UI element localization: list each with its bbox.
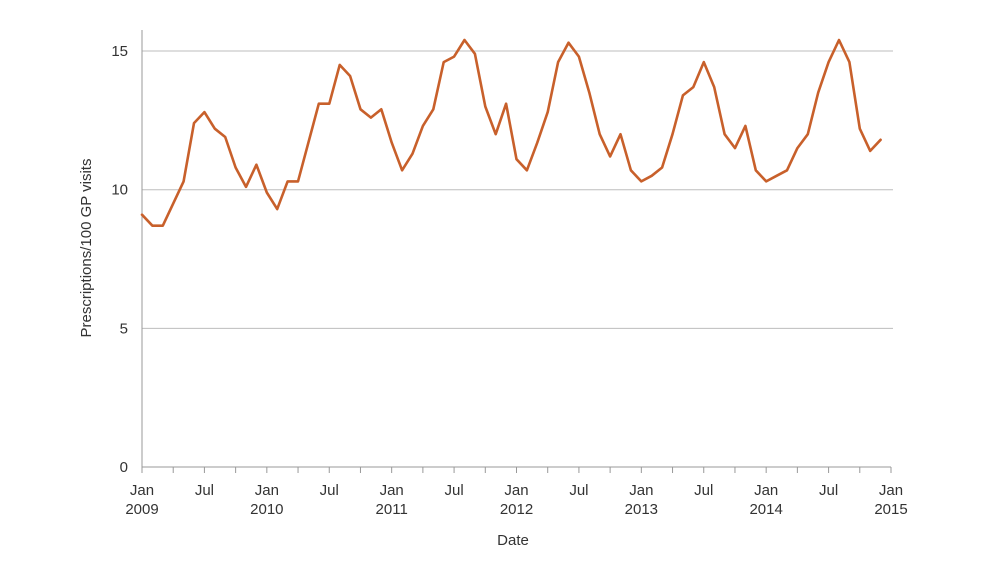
x-axis-ticks: Jan 2009 Jul Jan 2010 Jul Jan 2011 Jul Jan 2012 Jul… xyxy=(125,467,908,518)
gridlines xyxy=(142,50,893,329)
x-tick-label-month: Jan xyxy=(879,482,903,499)
y-tick-label: 15 xyxy=(111,43,128,60)
x-tick-label-month: Jul xyxy=(320,482,339,499)
x-tick-label-year: 2011 xyxy=(376,501,408,518)
x-tick-label-year: 2014 xyxy=(749,501,782,518)
x-tick-label-month: Jan xyxy=(754,482,778,499)
y-axis-ticks: 0 5 10 15 xyxy=(111,43,128,476)
y-tick-label: 5 xyxy=(120,320,128,337)
x-tick-label-year: 2013 xyxy=(625,501,658,518)
y-tick-label: 0 xyxy=(120,459,128,476)
x-tick-label-month: Jul xyxy=(444,482,463,499)
x-tick-label-month: Jul xyxy=(819,482,838,499)
x-tick-label-month: Jan xyxy=(629,482,653,499)
x-tick-label-month: Jul xyxy=(569,482,588,499)
x-tick-label-month: Jul xyxy=(694,482,713,499)
x-tick-label-year: 2010 xyxy=(250,501,283,518)
x-tick-label-month: Jan xyxy=(380,482,404,499)
x-tick-label-month: Jan xyxy=(130,482,154,499)
x-tick-label-year: 2009 xyxy=(125,501,158,518)
series-line-0 xyxy=(140,38,882,227)
y-tick-label: 10 xyxy=(111,182,128,199)
x-tick-label-year: 2015 xyxy=(874,501,907,518)
x-tick-label-month: Jul xyxy=(195,482,214,499)
x-tick-label-year: 2012 xyxy=(500,501,533,518)
y-axis-title: Prescriptions/100 GP visits xyxy=(78,159,95,338)
x-tick-label-month: Jan xyxy=(255,482,279,499)
x-axis-title: Date xyxy=(497,532,529,549)
x-tick-label-month: Jan xyxy=(504,482,528,499)
series-layer xyxy=(140,38,882,227)
